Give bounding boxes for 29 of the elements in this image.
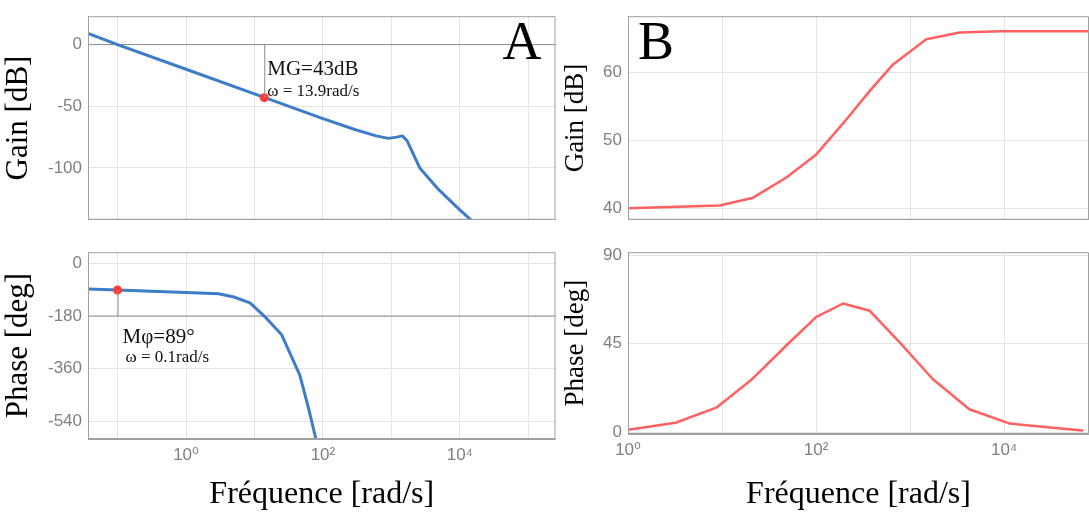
y-tick-label: 60 (603, 62, 622, 82)
y-tick-label: 90 (603, 244, 622, 264)
y-tick-label: -360 (47, 358, 82, 378)
y-tick-label: -100 (47, 157, 82, 177)
y-tick-label: -180 (47, 305, 82, 325)
y-axis-title: Phase [deg] (0, 272, 34, 419)
x-axis-title: Fréquence [rad/s] (209, 474, 435, 511)
y-tick-label: 50 (603, 130, 622, 150)
x-tick-label: 10⁴ (446, 444, 473, 464)
y-tick-label: -50 (57, 95, 82, 115)
y-tick-label: 0 (612, 421, 622, 441)
y-axis-title: Gain [dB] (0, 55, 34, 181)
x-tick-label: 10⁴ (990, 439, 1018, 459)
y-tick-label: 45 (603, 333, 622, 353)
y-tick-label: 40 (603, 197, 622, 217)
annotation: B (638, 11, 675, 72)
x-tick-label: 10⁰ (173, 444, 200, 464)
y-tick-label: -540 (47, 411, 82, 431)
x-tick-label: 10⁰ (615, 439, 642, 459)
x-tick-label: 10² (803, 439, 829, 459)
annotation: A (502, 11, 542, 72)
y-tick-label: 0 (72, 253, 82, 273)
annotation: Mφ=89° ω = 0.1rad/s (122, 324, 210, 367)
annotation: MG=43dB ω = 13.9rad/s (267, 55, 360, 100)
y-tick-label: 0 (72, 34, 82, 54)
y-axis-title: Phase [deg] (559, 279, 590, 407)
x-tick-label: 10² (310, 444, 336, 464)
x-axis-title: Fréquence [rad/s] (746, 474, 971, 511)
y-axis-title: Gain [dB] (559, 63, 590, 173)
